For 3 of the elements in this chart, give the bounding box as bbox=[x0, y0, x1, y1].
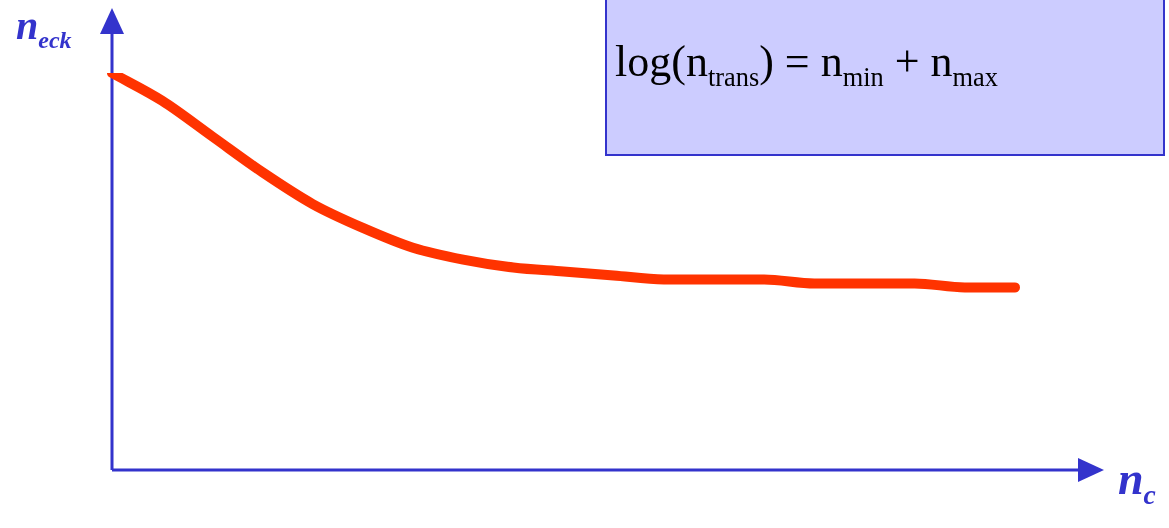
y-axis-title: n$_{eck}$ bbox=[16, 2, 72, 54]
formula-box: log(n$_{trans}$) = n$_{min}$ + n$_{max}$ bbox=[605, 0, 1165, 156]
x-axis-title: n$_{c}$ bbox=[1118, 452, 1156, 512]
